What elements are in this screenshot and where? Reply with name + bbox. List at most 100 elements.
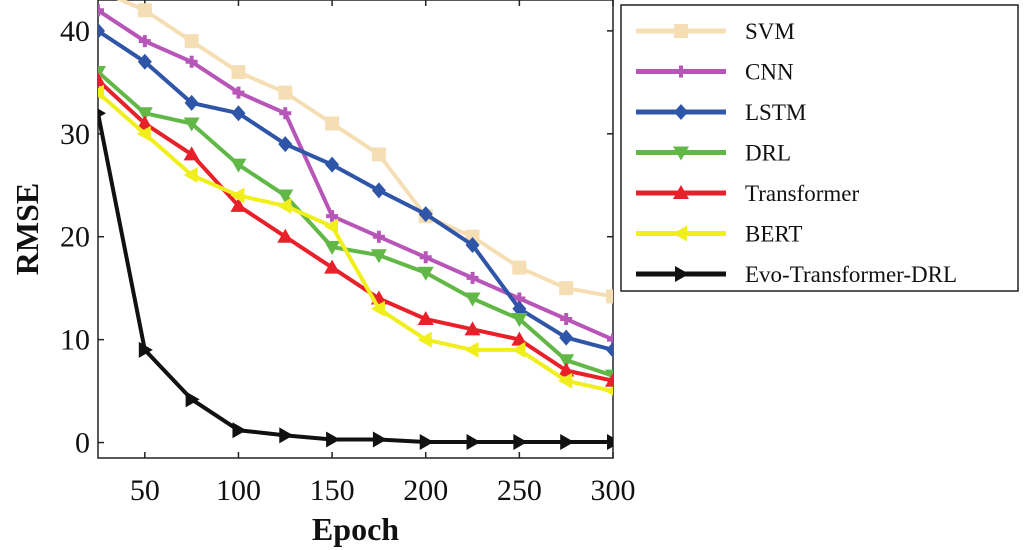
- y-tick-label: 0: [75, 427, 90, 460]
- data-point-evo-transformer-drl: [138, 341, 153, 358]
- x-tick-label: 300: [591, 474, 636, 507]
- legend-item-transformer: Transformer: [636, 181, 859, 206]
- data-point-svm: [465, 229, 480, 244]
- legend-marker-transformer: [673, 185, 689, 199]
- data-point-svm: [559, 281, 574, 296]
- data-point-evo-transformer-drl: [372, 431, 387, 448]
- data-point-cnn: [98, 4, 104, 17]
- data-point-bert: [558, 372, 573, 389]
- data-point-bert: [417, 331, 432, 348]
- data-point-transformer: [230, 197, 247, 212]
- legend-marker-cnn: [675, 65, 687, 78]
- data-point-transformer: [136, 115, 153, 130]
- data-point-drl: [370, 249, 387, 264]
- x-tick-label: 200: [403, 474, 448, 507]
- data-point-bert: [183, 166, 198, 183]
- data-point-svm: [606, 289, 613, 304]
- data-point-cnn: [419, 251, 432, 264]
- data-point-lstm: [371, 182, 386, 199]
- data-point-evo-transformer-drl: [466, 434, 481, 451]
- x-tick-label: 150: [310, 474, 355, 507]
- data-point-svm: [371, 147, 386, 162]
- data-point-evo-transformer-drl: [326, 431, 341, 448]
- data-point-svm: [325, 116, 340, 131]
- legend-marker-lstm: [674, 104, 688, 120]
- data-point-bert: [277, 197, 292, 214]
- data-point-transformer: [98, 72, 106, 87]
- data-point-evo-transformer-drl: [560, 434, 575, 451]
- series-drl: [98, 66, 613, 384]
- data-point-lstm: [465, 236, 480, 253]
- y-tick-label: 30: [60, 118, 90, 151]
- data-point-svm: [278, 85, 293, 100]
- data-point-bert: [136, 125, 151, 142]
- data-point-transformer: [511, 331, 528, 346]
- series-line-svm: [116, 0, 613, 299]
- data-point-lstm: [325, 156, 340, 173]
- data-point-svm: [231, 65, 246, 80]
- data-point-lstm: [278, 136, 293, 153]
- data-point-cnn: [560, 313, 573, 326]
- legend-item-evo-transformer-drl: Evo-Transformer-DRL: [636, 262, 957, 287]
- data-point-cnn: [466, 271, 479, 284]
- data-point-evo-transformer-drl: [419, 434, 434, 451]
- data-point-lstm: [98, 22, 105, 39]
- data-point-cnn: [607, 333, 613, 346]
- legend-label: LSTM: [745, 100, 806, 125]
- data-point-drl: [324, 241, 341, 256]
- legend-item-cnn: CNN: [636, 60, 794, 85]
- data-point-evo-transformer-drl: [513, 434, 528, 451]
- x-tick-label: 250: [497, 474, 542, 507]
- data-point-cnn: [232, 86, 245, 99]
- data-point-lstm: [231, 105, 246, 122]
- series-evo-transformer-drl: [98, 108, 613, 451]
- x-axis-title: Epoch: [312, 511, 399, 547]
- legend-label: CNN: [745, 60, 794, 85]
- plot-frame: [97, 0, 614, 459]
- series-svm: [116, 0, 613, 304]
- y-tick-label: 20: [60, 221, 90, 254]
- data-point-lstm: [606, 341, 613, 358]
- legend-label: Transformer: [745, 181, 859, 206]
- data-point-transformer: [277, 228, 294, 243]
- data-point-lstm: [137, 53, 152, 70]
- data-point-transformer: [183, 146, 200, 161]
- legend-marker-evo-transformer-drl: [675, 266, 689, 282]
- data-point-cnn: [326, 210, 339, 223]
- y-tick-label: 40: [60, 15, 90, 48]
- data-point-drl: [417, 266, 434, 281]
- data-point-transformer: [324, 259, 341, 274]
- data-point-cnn: [372, 230, 385, 243]
- x-tick-label: 100: [216, 474, 261, 507]
- data-point-bert: [98, 84, 104, 101]
- data-point-transformer: [558, 362, 575, 377]
- data-point-lstm: [184, 94, 199, 111]
- data-point-bert: [464, 341, 479, 358]
- data-point-svm: [137, 3, 152, 18]
- series-line-cnn: [98, 8, 613, 342]
- data-point-drl: [277, 189, 294, 204]
- data-point-transformer: [417, 311, 434, 326]
- series-cnn: [98, 4, 613, 346]
- data-point-drl: [464, 292, 481, 307]
- series-lstm: [98, 22, 613, 358]
- data-point-cnn: [185, 55, 198, 68]
- data-point-evo-transformer-drl: [232, 422, 247, 439]
- data-point-evo-transformer-drl: [98, 108, 106, 118]
- data-point-lstm: [512, 300, 527, 317]
- data-point-svm: [512, 260, 527, 275]
- legend-label: Evo-Transformer-DRL: [745, 262, 957, 287]
- series-transformer: [98, 72, 613, 387]
- data-point-bert: [324, 218, 339, 235]
- data-point-drl: [136, 107, 153, 122]
- data-point-drl: [230, 158, 247, 173]
- data-point-cnn: [138, 35, 151, 48]
- data-point-lstm: [418, 206, 433, 223]
- data-point-drl: [511, 313, 528, 328]
- legend-marker-bert: [673, 225, 687, 242]
- legend-item-svm: SVM: [636, 19, 795, 44]
- series-line-bert: [98, 91, 613, 394]
- legend-label: DRL: [745, 141, 791, 166]
- y-tick-label: 10: [60, 324, 90, 357]
